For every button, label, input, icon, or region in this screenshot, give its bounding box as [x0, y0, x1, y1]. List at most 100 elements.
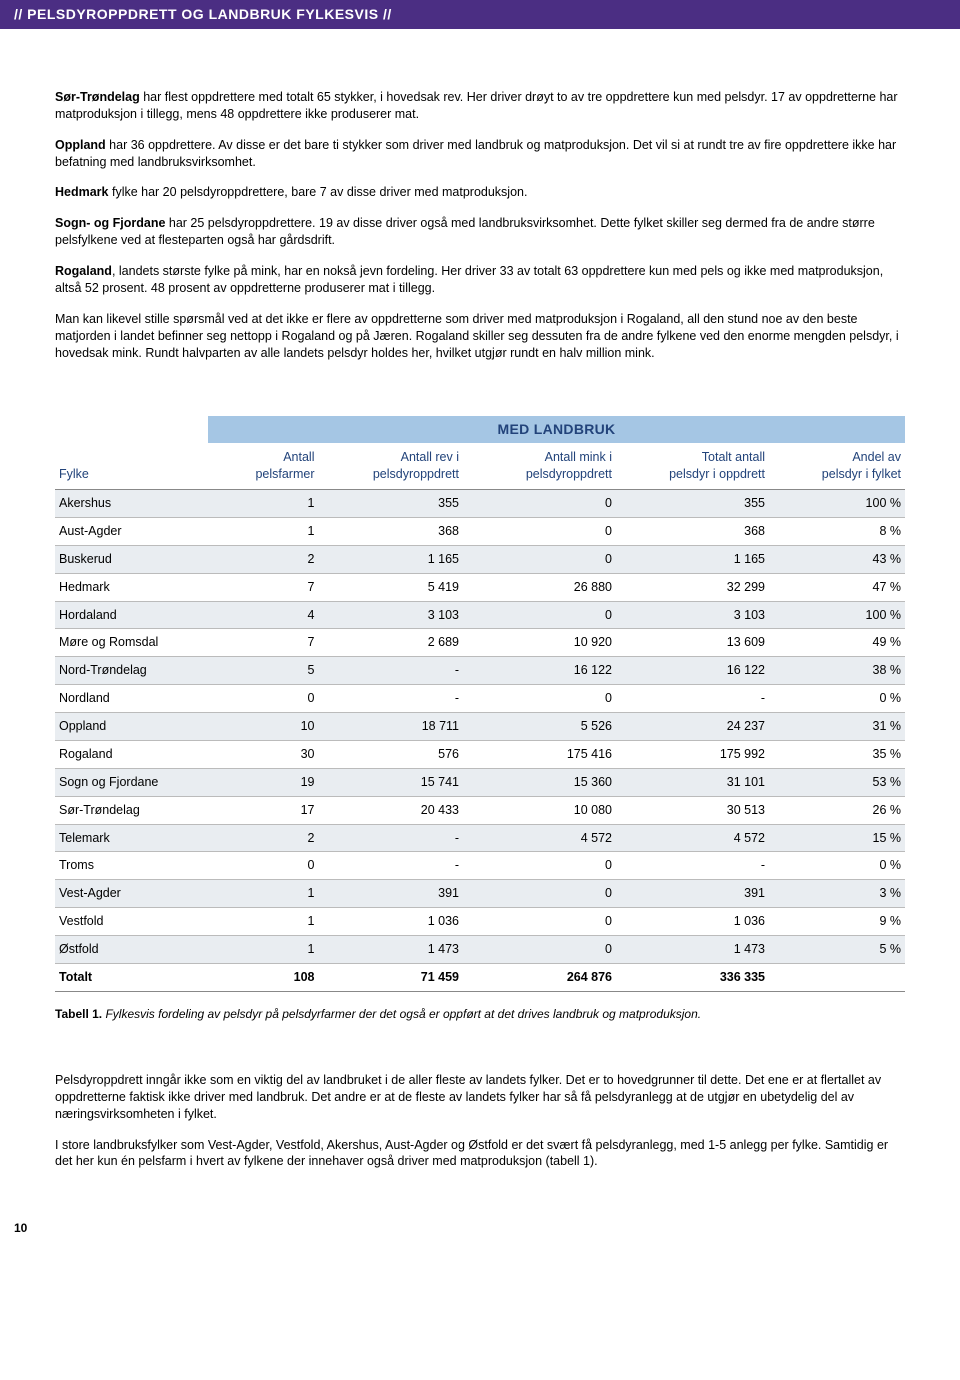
table-cell: 391	[616, 880, 769, 908]
table-cell: 0	[463, 685, 616, 713]
table-row: Oppland1018 7115 52624 23731 %	[55, 713, 905, 741]
table-cell: 38 %	[769, 657, 905, 685]
table-cell: 5 %	[769, 936, 905, 964]
table-cell: 355	[319, 490, 464, 518]
table-cell: 49 %	[769, 629, 905, 657]
table-cell: 2 689	[319, 629, 464, 657]
table-row: Buskerud21 16501 16543 %	[55, 545, 905, 573]
table-cell: 15 360	[463, 768, 616, 796]
table-cell: 0	[463, 936, 616, 964]
table-cell: -	[319, 852, 464, 880]
table-cell: 1	[208, 490, 319, 518]
paragraph: Pelsdyroppdrett inngår ikke som en vikti…	[55, 1072, 905, 1123]
table-cell: 1 473	[616, 936, 769, 964]
paragraph: Oppland har 36 oppdrettere. Av disse er …	[55, 137, 905, 171]
table-cell: 175 416	[463, 740, 616, 768]
table-cell: Troms	[55, 852, 208, 880]
table-cell: 26 880	[463, 573, 616, 601]
table-cell: 10	[208, 713, 319, 741]
table-cell: Hordaland	[55, 601, 208, 629]
table-caption: Tabell 1. Fylkesvis fordeling av pelsdyr…	[55, 1006, 905, 1022]
table-cell: -	[616, 685, 769, 713]
table-cell: 1	[208, 908, 319, 936]
paragraph-text: Man kan likevel stille spørsmål ved at d…	[55, 312, 899, 360]
table-cell: 43 %	[769, 545, 905, 573]
county-name: Rogaland	[55, 264, 112, 278]
table-row: Østfold11 47301 4735 %	[55, 936, 905, 964]
table-cell: 3 %	[769, 880, 905, 908]
paragraph: I store landbruksfylker som Vest-Agder, …	[55, 1137, 905, 1171]
table-cell: 576	[319, 740, 464, 768]
table-column-header: Andel avpelsdyr i fylket	[769, 443, 905, 489]
table-cell: 30 513	[616, 796, 769, 824]
main-content: Sør-Trøndelag har flest oppdrettere med …	[0, 89, 960, 1170]
county-name: Sogn- og Fjordane	[55, 216, 165, 230]
table-row: Vestfold11 03601 0369 %	[55, 908, 905, 936]
table-cell: 5 526	[463, 713, 616, 741]
table-column-header: Totalt antallpelsdyr i oppdrett	[616, 443, 769, 489]
table-cell: 71 459	[319, 963, 464, 991]
table-cell: 15 741	[319, 768, 464, 796]
table-cell: Sør-Trøndelag	[55, 796, 208, 824]
table-row: Nordland0-0-0 %	[55, 685, 905, 713]
paragraph-text: Pelsdyroppdrett inngår ikke som en vikti…	[55, 1073, 881, 1121]
table-cell: 1 473	[319, 936, 464, 964]
page-number: 10	[0, 1220, 960, 1236]
paragraph-text: , landets største fylke på mink, har en …	[55, 264, 883, 295]
table-cell: 0	[463, 880, 616, 908]
table-cell: Rogaland	[55, 740, 208, 768]
data-table: MED LANDBRUK Fylke Antallpelsfarmer Anta…	[55, 416, 905, 991]
table-cell: Vestfold	[55, 908, 208, 936]
table-cell: 4 572	[463, 824, 616, 852]
table-cell: 1	[208, 880, 319, 908]
paragraph-text: har 36 oppdrettere. Av disse er det bare…	[55, 138, 896, 169]
table-cell: 10 080	[463, 796, 616, 824]
paragraph: Hedmark fylke har 20 pelsdyroppdrettere,…	[55, 184, 905, 201]
table-body: Akershus13550355100 %Aust-Agder136803688…	[55, 490, 905, 992]
table-cell: 32 299	[616, 573, 769, 601]
table-cell: -	[319, 824, 464, 852]
table-cell: 13 609	[616, 629, 769, 657]
table-row: Aust-Agder136803688 %	[55, 517, 905, 545]
table-cell: 16 122	[463, 657, 616, 685]
table-row: Vest-Agder139103913 %	[55, 880, 905, 908]
table-cell: 391	[319, 880, 464, 908]
table-row: Nord-Trøndelag5-16 12216 12238 %	[55, 657, 905, 685]
table-cell: Nordland	[55, 685, 208, 713]
table-cell: 31 %	[769, 713, 905, 741]
table-cell: 10 920	[463, 629, 616, 657]
table-cell: Buskerud	[55, 545, 208, 573]
table-title: MED LANDBRUK	[208, 416, 905, 443]
table-cell: 15 %	[769, 824, 905, 852]
table-row: Hedmark75 41926 88032 29947 %	[55, 573, 905, 601]
table-cell: Nord-Trøndelag	[55, 657, 208, 685]
table-cell: 100 %	[769, 601, 905, 629]
table-row: Rogaland30576175 416175 99235 %	[55, 740, 905, 768]
section-header: // PELSDYROPPDRETT OG LANDBRUK FYLKESVIS…	[0, 0, 960, 29]
table-cell: 0 %	[769, 685, 905, 713]
table-row: Telemark2-4 5724 57215 %	[55, 824, 905, 852]
table-cell: Oppland	[55, 713, 208, 741]
table-column-header: Antall mink ipelsdyroppdrett	[463, 443, 616, 489]
table-cell: 24 237	[616, 713, 769, 741]
table-cell: Vest-Agder	[55, 880, 208, 908]
table-row: Hordaland43 10303 103100 %	[55, 601, 905, 629]
table-cell: 1	[208, 936, 319, 964]
table-column-header: Fylke	[55, 443, 208, 489]
table-row: Møre og Romsdal72 68910 92013 60949 %	[55, 629, 905, 657]
table-cell: 4	[208, 601, 319, 629]
table-column-header: Antall rev ipelsdyroppdrett	[319, 443, 464, 489]
table-cell: 0	[208, 852, 319, 880]
table-cell: 3 103	[319, 601, 464, 629]
table-cell: 20 433	[319, 796, 464, 824]
table-cell: 1	[208, 517, 319, 545]
table-cell: Telemark	[55, 824, 208, 852]
paragraph-text: har flest oppdrettere med totalt 65 styk…	[55, 90, 898, 121]
table-cell: 368	[616, 517, 769, 545]
table-cell: 17	[208, 796, 319, 824]
table-cell: Østfold	[55, 936, 208, 964]
table-fylke-label	[55, 416, 208, 443]
table-cell: -	[319, 685, 464, 713]
table-cell: 264 876	[463, 963, 616, 991]
table-cell: 2	[208, 545, 319, 573]
